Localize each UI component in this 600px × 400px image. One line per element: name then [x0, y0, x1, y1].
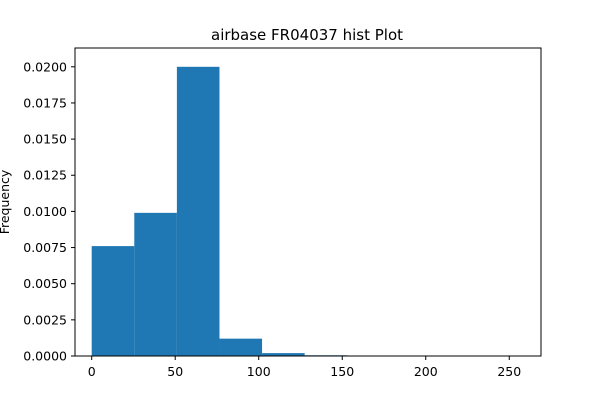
y-axis-ticks: 0.0000 0.0025 0.0050 0.0075 0.0100 0.0125 0.01…	[23, 59, 75, 364]
histogram-bar	[219, 338, 263, 356]
x-axis-ticks: 0 50 100 150 200 250	[88, 356, 521, 379]
y-tick-label: 0.0000	[23, 349, 67, 364]
y-tick-label: 0.0200	[23, 59, 67, 74]
y-tick-label: 0.0125	[23, 168, 67, 183]
chart-title: airbase FR04037 hist Plot	[211, 26, 403, 44]
x-tick-label: 250	[497, 364, 521, 379]
y-tick-label: 0.0100	[23, 204, 67, 219]
x-tick-label: 0	[88, 364, 96, 379]
x-tick-label: 200	[414, 364, 438, 379]
y-tick-label: 0.0150	[23, 132, 67, 147]
histogram-bar	[176, 66, 220, 356]
x-tick-label: 100	[247, 364, 271, 379]
axes-frame	[74, 47, 542, 357]
histogram-bar	[262, 353, 305, 356]
y-tick-label: 0.0050	[23, 276, 67, 291]
histogram-bar	[134, 212, 177, 356]
y-axis-label: Frequency	[0, 169, 12, 234]
y-tick-label: 0.0025	[23, 312, 67, 327]
x-tick-label: 150	[330, 364, 354, 379]
x-tick-label: 50	[167, 364, 183, 379]
histogram-bars	[91, 66, 348, 356]
y-tick-label: 0.0075	[23, 240, 67, 255]
y-tick-label: 0.0175	[23, 95, 67, 110]
histogram-bar	[91, 246, 135, 356]
